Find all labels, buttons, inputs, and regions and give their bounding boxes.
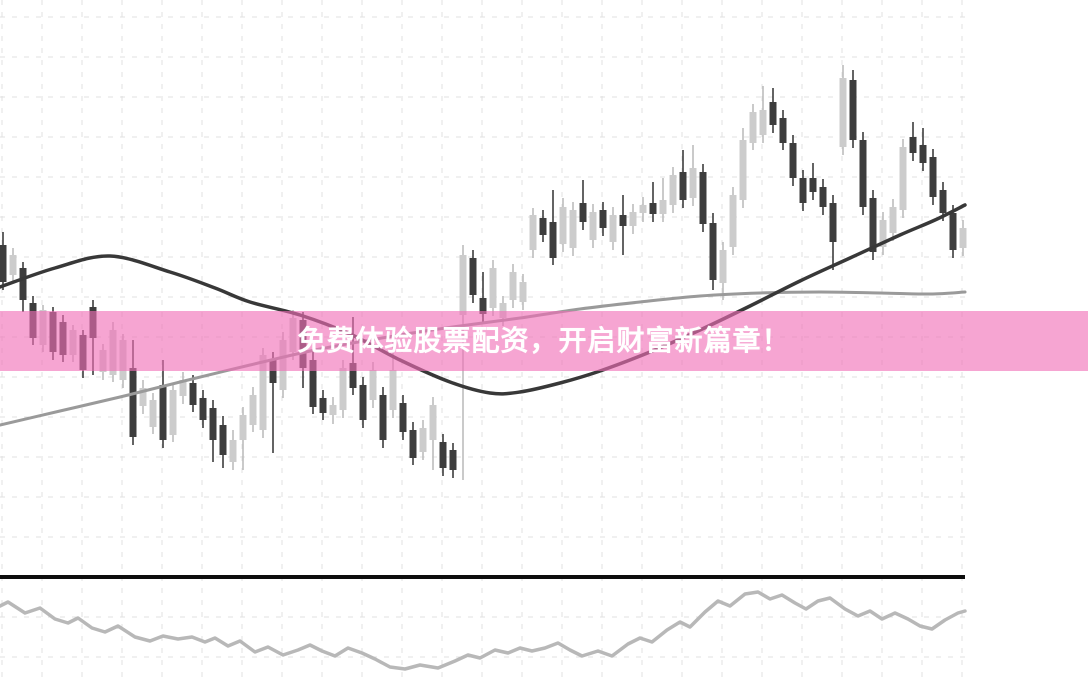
grid-layer (0, 0, 965, 682)
ma-dark-line (0, 203, 967, 396)
panel-divider (0, 575, 965, 579)
indicator-line (0, 590, 967, 671)
